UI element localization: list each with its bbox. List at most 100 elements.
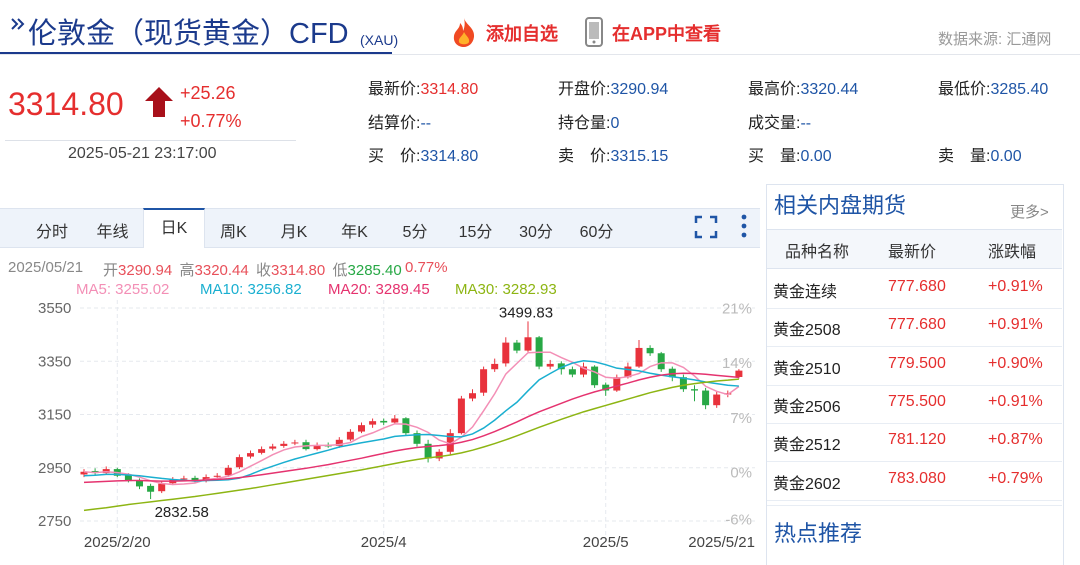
x-tick-label: 2025/2/20 — [84, 534, 151, 551]
future-change: +0.91% — [988, 316, 1043, 334]
candle-body — [402, 418, 410, 434]
fire-icon[interactable] — [448, 16, 480, 48]
row-divider — [767, 461, 1062, 463]
phone-icon[interactable] — [584, 17, 604, 47]
future-price: 777.680 — [888, 316, 946, 334]
ma-line — [83, 378, 739, 512]
candle-body — [602, 384, 610, 391]
period-tab[interactable]: 5分 — [402, 224, 428, 241]
stat-item: 卖 量:0.00 — [938, 142, 1022, 166]
header-divider — [0, 54, 1080, 55]
hot-topics-title: 热点推荐 — [774, 521, 863, 546]
more-options-icon[interactable] — [738, 213, 750, 239]
info-value: 3290.94 — [118, 262, 173, 279]
y2-tick-label: 7% — [730, 410, 752, 427]
stat-value: -- — [420, 115, 432, 132]
data-source: 数据来源: 汇通网 — [938, 31, 1052, 48]
stat-value: 3314.80 — [420, 81, 479, 98]
add-watchlist-button[interactable]: 添加自选 — [486, 24, 558, 44]
info-label: 收 — [256, 262, 272, 279]
more-link[interactable]: 更多> — [1010, 204, 1049, 221]
future-price: 779.500 — [888, 354, 946, 372]
candle-body — [502, 342, 510, 364]
ma-legend-item: MA20: 3289.45 — [328, 281, 430, 298]
period-tab[interactable]: 月K — [280, 224, 308, 241]
candle-body — [224, 467, 232, 476]
view-in-app-button[interactable]: 在APP中查看 — [612, 24, 722, 44]
y-tick-label: 2750 — [38, 513, 71, 530]
y-tick-label: 3150 — [38, 407, 71, 424]
stat-item: 买 量:0.00 — [748, 142, 832, 166]
fullscreen-icon[interactable] — [694, 215, 718, 239]
section-divider — [767, 505, 1062, 506]
candle-body — [635, 347, 643, 367]
candle-body — [369, 421, 377, 425]
period-tab[interactable]: 周K — [220, 224, 247, 241]
candle-body — [702, 390, 710, 406]
candle-body — [524, 337, 532, 351]
candle-body — [380, 420, 388, 423]
period-tab[interactable]: 年线 — [96, 224, 129, 241]
ma-line — [83, 372, 739, 484]
stat-label: 买 价: — [368, 148, 421, 165]
future-name[interactable]: 黄金2506 — [773, 398, 841, 416]
stat-value: 0.00 — [990, 148, 1022, 165]
ma-line — [83, 351, 740, 486]
row-divider — [767, 499, 1062, 501]
future-price: 781.120 — [888, 431, 946, 449]
info-percent: 0.77% — [405, 259, 448, 276]
period-tab[interactable]: 日K — [143, 208, 205, 248]
candle-body — [424, 443, 432, 459]
info-item: 开3290.94 — [103, 259, 172, 280]
candle-body — [391, 418, 399, 423]
period-tab[interactable]: 年K — [341, 224, 368, 241]
period-tab[interactable]: 60分 — [579, 224, 614, 241]
stat-label: 结算价: — [368, 115, 421, 132]
candle-body — [613, 377, 621, 391]
candle-body — [624, 366, 632, 378]
future-price: 777.680 — [888, 278, 946, 295]
candle-body — [158, 483, 166, 492]
stat-value: 3285.40 — [990, 81, 1049, 98]
candle-body — [313, 445, 321, 450]
ma-legend-item: MA10: 3256.82 — [200, 281, 302, 298]
stat-label: 持仓量: — [558, 115, 611, 132]
candle-body — [280, 443, 288, 446]
period-tab[interactable]: 分时 — [35, 224, 68, 241]
candle-body — [591, 366, 599, 386]
future-name[interactable]: 黄金2602 — [773, 475, 841, 493]
candlestick-chart: 3550 3350 3150 2950 2750 21% 14% 7% 0% -6% 2025/2/… — [38, 300, 755, 551]
stat-label: 买 量: — [748, 148, 801, 165]
stat-value: 3290.94 — [610, 81, 669, 98]
info-date: 2025/05/21 — [8, 259, 84, 276]
stat-value: 0 — [610, 115, 620, 132]
y-tick-label: 3550 — [38, 300, 71, 317]
period-tab[interactable]: 30分 — [519, 224, 553, 241]
stat-item: 最低价:3285.40 — [938, 75, 1048, 99]
candle-body — [568, 369, 576, 375]
tab-bar — [0, 208, 760, 248]
candle-body — [213, 475, 221, 477]
future-name[interactable]: 黄金连续 — [773, 284, 838, 301]
ma-legend-item: MA5: 3255.02 — [76, 281, 170, 298]
row-divider — [767, 422, 1062, 424]
stat-item: 开盘价:3290.94 — [558, 75, 668, 99]
candle-body — [691, 389, 698, 391]
period-tab[interactable]: 15分 — [458, 224, 493, 241]
stat-value: -- — [800, 115, 812, 132]
info-value: 3314.80 — [271, 262, 326, 279]
future-name[interactable]: 黄金2510 — [773, 360, 841, 378]
candle-body — [147, 485, 155, 492]
future-name[interactable]: 黄金2512 — [773, 437, 841, 455]
symbol-code: (XAU) — [360, 32, 399, 48]
candle-body — [491, 363, 499, 370]
column-header: 最新价 — [888, 244, 937, 261]
candle-body — [80, 471, 88, 475]
candle-body — [713, 394, 721, 406]
stat-label: 最高价: — [748, 81, 801, 98]
candle-body — [291, 442, 299, 444]
future-name[interactable]: 黄金2508 — [773, 322, 841, 340]
future-change: +0.79% — [988, 469, 1043, 487]
stat-item: 成交量:-- — [748, 109, 811, 133]
stat-item: 结算价:-- — [368, 109, 431, 133]
